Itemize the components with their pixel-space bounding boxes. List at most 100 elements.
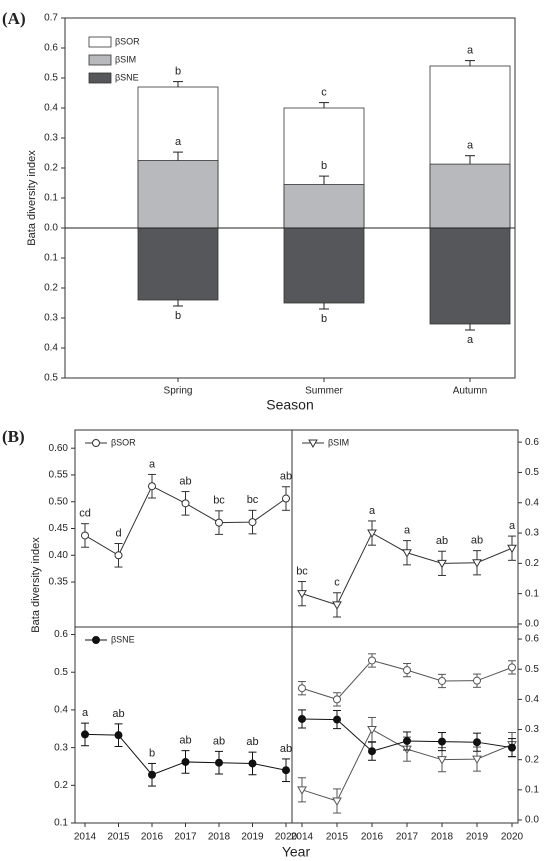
marker <box>282 766 290 775</box>
y-tick-label: 0.35 <box>49 577 69 588</box>
plot-frame <box>74 429 293 628</box>
x-tick-label: 2019 <box>241 832 264 843</box>
marker <box>438 676 446 685</box>
y-tick-label: 0.5 <box>525 467 539 478</box>
x-tick-label: 2016 <box>141 832 164 843</box>
y-tick-label: 0.4 <box>525 497 539 508</box>
marker <box>368 747 376 756</box>
significance-letter: ab <box>213 735 225 747</box>
legend-label: βSOR <box>111 437 136 447</box>
significance-letter: ab <box>280 743 292 755</box>
x-tick-label: 2017 <box>174 832 197 843</box>
legend-label: βSOR <box>115 36 140 46</box>
marker <box>148 482 156 491</box>
x-axis-title: Season <box>266 397 313 413</box>
significance-letter: ab <box>179 735 191 747</box>
y-tick-label: 0.0 <box>525 815 539 826</box>
x-tick-label: 2014 <box>291 832 314 843</box>
marker <box>114 551 123 560</box>
marker <box>181 757 190 766</box>
y-tick-label: 0.40 <box>49 550 69 561</box>
y-tick-label: 0.1 <box>54 818 68 829</box>
y-tick-label: 0.0 <box>525 619 539 630</box>
marker <box>508 743 516 752</box>
y-tick-label: 0.5 <box>44 73 58 84</box>
marker <box>472 559 482 568</box>
marker <box>473 738 481 747</box>
x-tick-label: 2014 <box>74 832 97 843</box>
bar <box>429 227 511 325</box>
marker <box>215 518 223 527</box>
significance-letter: bc <box>213 495 225 507</box>
marker <box>297 590 307 599</box>
marker <box>437 756 447 765</box>
significance-letter: ab <box>471 535 483 547</box>
legend-label: βSNE <box>115 72 139 82</box>
y-tick-label: 0.2 <box>525 558 539 569</box>
significance-letter: ab <box>280 471 292 483</box>
y-tick-label: 0.7 <box>44 13 58 24</box>
marker <box>114 731 123 740</box>
y-tick-label: 0.50 <box>49 496 69 507</box>
significance-letter: a <box>82 707 89 719</box>
marker <box>403 736 411 745</box>
significance-letter: b <box>321 160 327 172</box>
y-tick-label: 0.4 <box>54 705 68 716</box>
y-tick-label: 0.4 <box>525 694 539 705</box>
marker <box>472 755 482 765</box>
significance-letter: a <box>467 140 474 152</box>
panel-label: (A) <box>2 9 26 28</box>
y-tick-label: 0.3 <box>54 742 68 753</box>
marker <box>181 499 190 508</box>
panel-label: (B) <box>2 427 25 446</box>
x-tick-label: 2018 <box>431 832 454 843</box>
y-tick-label: 0.4 <box>44 103 58 114</box>
significance-letter: bc <box>247 494 259 506</box>
marker <box>438 737 446 746</box>
significance-letter: ab <box>179 475 191 487</box>
legend-swatch <box>88 54 112 66</box>
significance-letter: ab <box>246 736 258 748</box>
significance-letter: b <box>175 66 181 78</box>
marker <box>332 797 342 806</box>
marker <box>92 636 100 644</box>
y-tick-label: 0.3 <box>525 724 539 735</box>
y-tick-label: 0.2 <box>44 163 58 174</box>
x-tick-label: 2016 <box>361 832 384 843</box>
marker <box>332 601 342 610</box>
significance-letter: a <box>467 45 474 57</box>
significance-letter: c <box>321 87 327 99</box>
bar <box>137 227 219 301</box>
significance-letter: a <box>509 520 516 532</box>
y-tick-label: 0.4 <box>44 343 58 354</box>
y-axis-title: Bata diversity index <box>30 537 42 633</box>
marker <box>333 695 341 704</box>
y-tick-label: 0.5 <box>525 664 539 675</box>
plot-frame <box>74 626 293 824</box>
y-tick-label: 0.1 <box>525 784 539 795</box>
marker <box>81 531 89 540</box>
bar <box>137 160 219 229</box>
legend-label: βSIM <box>115 54 136 64</box>
significance-letter: a <box>369 505 376 517</box>
significance-letter: a <box>404 525 411 537</box>
y-tick-label: 0.3 <box>44 133 58 144</box>
marker <box>297 786 307 795</box>
significance-letter: cd <box>79 508 91 520</box>
y-tick-label: 0.2 <box>54 780 68 791</box>
x-tick-label: Spring <box>164 386 193 397</box>
significance-letter: a <box>175 136 182 148</box>
y-tick-label: 0.55 <box>49 470 69 481</box>
marker <box>507 544 517 554</box>
significance-letter: a <box>467 334 474 346</box>
legend-swatch <box>88 72 112 84</box>
significance-letter: ab <box>436 535 448 547</box>
y-tick-label: 0.6 <box>525 634 539 645</box>
marker <box>437 559 447 569</box>
y-tick-label: 0.60 <box>49 443 69 454</box>
y-tick-label: 0.5 <box>54 667 68 678</box>
x-axis-title: Year <box>282 844 311 860</box>
significance-letter: bc <box>296 565 308 577</box>
marker <box>402 549 412 558</box>
